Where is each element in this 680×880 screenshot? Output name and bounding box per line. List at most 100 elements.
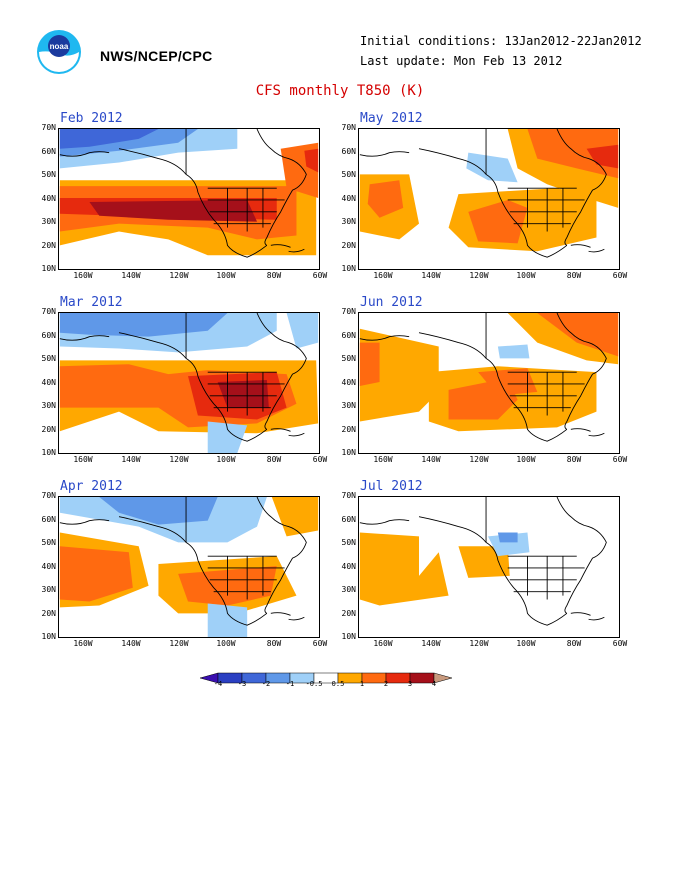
anomaly-shading — [99, 497, 218, 525]
anomaly-shading — [458, 546, 510, 578]
lat-label: 70N — [341, 307, 356, 316]
coastline — [359, 497, 607, 626]
lat-label: 60N — [341, 330, 356, 340]
lat-label: 50N — [41, 354, 56, 363]
lon-label: 140W — [421, 271, 441, 280]
anomaly-map — [359, 313, 619, 442]
lat-label: 10N — [41, 632, 56, 641]
lon-label: 160W — [73, 639, 93, 648]
anomaly-shading — [468, 199, 528, 244]
anomaly-shading — [359, 532, 449, 606]
lat-label: 40N — [341, 193, 356, 203]
anomaly-map-panel — [58, 128, 320, 270]
panel-title: Apr 2012 — [60, 479, 123, 494]
lat-label: 70N — [41, 491, 56, 500]
lat-label: 70N — [341, 491, 356, 500]
lat-label: 50N — [341, 354, 356, 363]
lat-label: 40N — [341, 561, 356, 571]
lon-label: 140W — [121, 271, 141, 280]
lon-label: 100W — [516, 455, 536, 464]
lat-label: 20N — [341, 240, 356, 250]
anomaly-shading — [217, 380, 269, 408]
anomaly-shading — [59, 129, 159, 149]
lat-label: 30N — [341, 401, 356, 410]
anomaly-map-panel — [58, 496, 320, 638]
coastline — [359, 313, 607, 442]
colorbar-swatch — [433, 672, 453, 684]
lon-label: 120W — [169, 639, 189, 648]
last-update: Last update: Mon Feb 13 2012 — [360, 54, 563, 68]
lat-label: 60N — [41, 330, 56, 340]
coastline — [59, 497, 307, 626]
anomaly-map-panel — [358, 496, 620, 638]
noaa-logo: noaa — [36, 28, 82, 78]
lon-label: 120W — [469, 271, 489, 280]
lon-label: 140W — [121, 639, 141, 648]
lat-label: 10N — [41, 264, 56, 273]
lon-label: 140W — [421, 639, 441, 648]
lon-label: 60W — [612, 639, 628, 648]
noaa-logo-text: noaa — [50, 42, 69, 51]
coastline — [59, 313, 307, 442]
panel-title: Mar 2012 — [60, 295, 123, 310]
panel-title: Feb 2012 — [60, 111, 123, 126]
lat-label: 20N — [341, 608, 356, 618]
colorbar-label: 4 — [431, 680, 437, 688]
anomaly-map — [359, 129, 619, 258]
lat-label: 10N — [341, 264, 356, 273]
lon-label: 140W — [121, 455, 141, 464]
page-title: CFS monthly T850 (K) — [255, 83, 425, 99]
lon-label: 160W — [73, 271, 93, 280]
anomaly-map-panel — [58, 312, 320, 454]
lon-label: 100W — [516, 271, 536, 280]
lat-label: 40N — [41, 561, 56, 571]
lat-label: 10N — [341, 448, 356, 457]
lat-label: 70N — [41, 307, 56, 316]
anomaly-shading — [497, 344, 530, 359]
lon-label: 60W — [312, 271, 328, 280]
anomaly-shading — [89, 199, 258, 222]
panel-title: Jun 2012 — [360, 295, 423, 310]
lon-label: 100W — [516, 639, 536, 648]
lon-label: 120W — [469, 639, 489, 648]
colorbar-label: 2 — [383, 680, 389, 688]
lon-label: 140W — [421, 455, 441, 464]
anomaly-shading — [271, 497, 319, 537]
lat-label: 30N — [341, 585, 356, 594]
lon-label: 120W — [169, 271, 189, 280]
lat-label: 40N — [341, 377, 356, 387]
lat-label: 50N — [341, 170, 356, 179]
lat-label: 40N — [41, 377, 56, 387]
lat-label: 60N — [41, 146, 56, 156]
lat-label: 70N — [341, 123, 356, 132]
anomaly-shading — [527, 129, 619, 179]
colorbar-label: 1 — [359, 680, 365, 688]
lat-label: 50N — [41, 538, 56, 547]
colorbar-label: -0.5 — [305, 680, 323, 688]
anomaly-shading — [488, 532, 530, 557]
lat-label: 20N — [41, 240, 56, 250]
anomaly-shading — [359, 342, 380, 386]
lon-label: 160W — [73, 455, 93, 464]
lon-label: 120W — [169, 455, 189, 464]
lon-label: 60W — [312, 455, 328, 464]
lat-label: 30N — [41, 401, 56, 410]
lat-label: 20N — [341, 424, 356, 434]
lat-label: 20N — [41, 424, 56, 434]
anomaly-shading — [207, 603, 248, 637]
initial-conditions: Initial conditions: 13Jan2012-22Jan2012 — [360, 34, 642, 48]
lat-label: 70N — [41, 123, 56, 132]
anomaly-shading — [59, 313, 228, 337]
colorbar — [200, 672, 453, 684]
lon-label: 80W — [266, 271, 282, 280]
anomaly-shading — [207, 421, 248, 453]
colorbar-label: -2 — [261, 680, 271, 688]
lat-label: 50N — [41, 170, 56, 179]
anomaly-map — [59, 497, 319, 637]
anomaly-shading — [466, 152, 518, 183]
coastline — [59, 129, 307, 258]
lon-label: 100W — [216, 271, 236, 280]
lon-label: 100W — [216, 639, 236, 648]
lat-label: 30N — [41, 585, 56, 594]
coastline — [359, 129, 607, 258]
